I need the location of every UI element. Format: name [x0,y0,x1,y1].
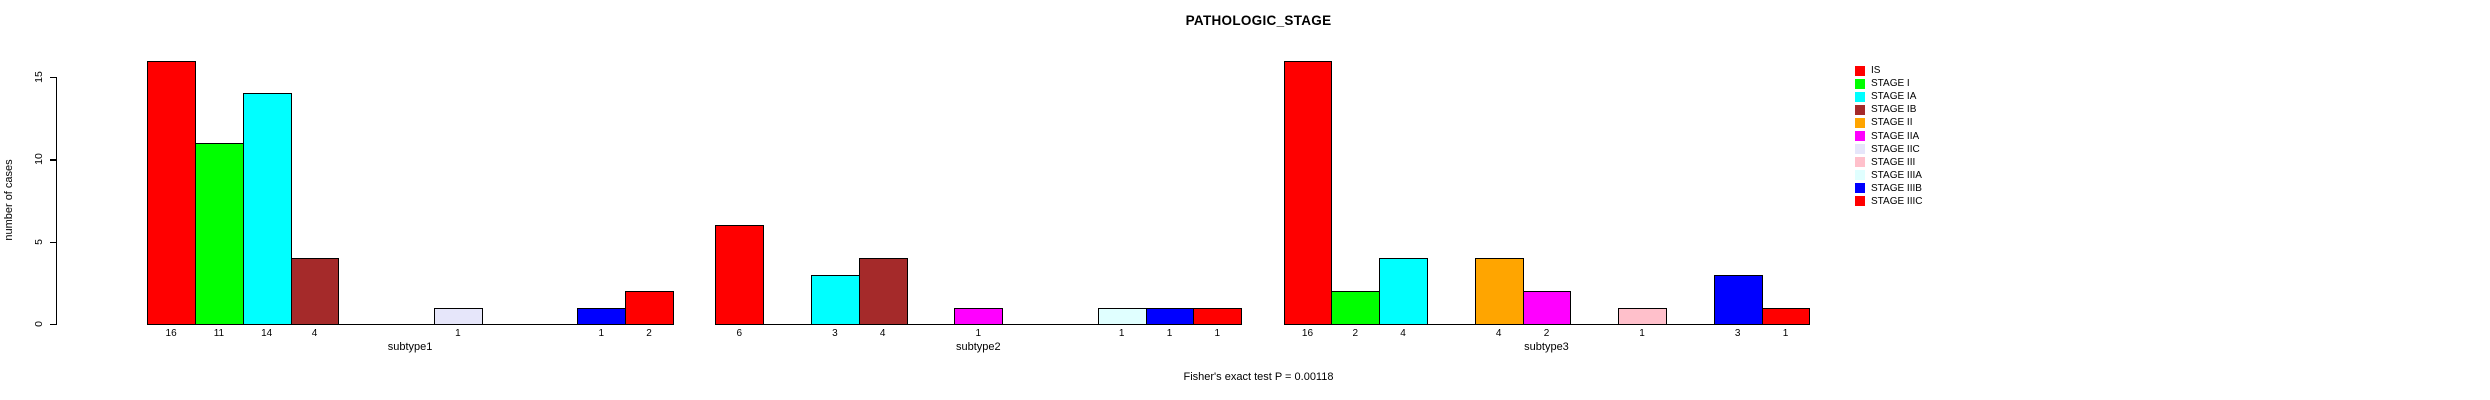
y-axis-line [56,76,58,326]
legend-color-swatch [1855,117,1865,128]
bar-value-label: 4 [879,328,886,339]
legend-color-swatch [1855,144,1865,155]
bar-stage-ia-subtype3 [1379,258,1428,325]
legend-label: STAGE IIIB [1871,182,1922,194]
legend-color-swatch [1855,183,1865,194]
legend-label: STAGE IIA [1871,130,1920,142]
legend-item-stage-ia: STAGE IA [1855,90,1923,103]
bar-stage-iiic-subtype3 [1761,307,1811,325]
bar-value-label: 14 [261,328,273,339]
bar-value-label: 3 [832,328,838,339]
legend-color-swatch [1855,196,1865,207]
y-tick-label: 15 [33,71,45,83]
bar-is-subtype3 [1283,60,1333,325]
legend-color-swatch [1855,91,1865,102]
legend-label: STAGE II [1871,117,1913,129]
bar-value-label: 1 [1118,328,1125,339]
bar-stage-iiib-subtype2 [1145,307,1195,325]
fisher-test-footnote: Fisher's exact test P = 0.00118 [1183,371,1334,383]
bar-stage-iiia-subtype2 [1097,307,1147,325]
bar-value-label: 6 [736,328,743,339]
bar-stage-iia-subtype2 [954,307,1004,325]
legend-color-swatch [1855,131,1865,142]
legend-item-is: IS [1855,64,1923,77]
legend-item-stage-i: STAGE I [1855,77,1923,90]
x-group-label-subtype1: subtype1 [387,341,433,353]
y-axis-title: number of cases [3,159,15,241]
bar-stage-iiib-subtype1 [577,307,627,325]
bar-value-label: 2 [1352,328,1359,339]
legend-color-swatch [1855,65,1865,76]
legend-color-swatch [1855,78,1865,89]
bar-value-label: 16 [1301,328,1314,339]
bar-value-label: 1 [1782,328,1789,339]
legend-label: STAGE I [1871,78,1910,90]
bar-stage-i-subtype1 [195,142,244,325]
bar-stage-iiic-subtype2 [1193,307,1243,325]
bar-value-label: 1 [975,328,982,339]
y-tick-label: 5 [33,238,45,245]
bar-value-label: 1 [1214,328,1221,339]
legend-item-stage-iic: STAGE IIC [1855,143,1923,156]
legend-color-swatch [1855,104,1865,115]
bar-stage-iia-subtype3 [1522,291,1572,325]
legend-item-stage-ib: STAGE IB [1855,103,1923,116]
bar-value-label: 16 [165,328,177,339]
bar-stage-i-subtype3 [1331,291,1381,325]
y-tick [50,241,57,243]
bar-stage-iiic-subtype1 [625,291,674,325]
bar-value-label: 3 [1734,328,1741,339]
bar-value-label: 1 [1166,328,1173,339]
y-tick-label: 10 [33,153,45,166]
bar-value-label: 2 [1543,328,1550,339]
chart-title: PATHOLOGIC_STAGE [1185,13,1332,28]
legend-label: IS [1871,65,1881,77]
x-group-label-subtype3: subtype3 [1524,341,1569,353]
legend-item-stage-iii: STAGE III [1855,156,1923,169]
legend-color-swatch [1855,170,1865,181]
x-axis-baseline [147,323,674,325]
legend-label: STAGE IA [1871,91,1917,103]
legend-item-stage-iiia: STAGE IIIA [1855,169,1923,182]
bar-stage-ib-subtype2 [858,258,908,325]
y-tick [50,76,57,79]
bar-value-label: 11 [213,328,225,339]
y-tick [50,324,57,326]
bar-stage-iic-subtype1 [434,307,483,325]
legend-label: STAGE III [1871,156,1916,168]
legend-item-stage-iiib: STAGE IIIB [1855,182,1923,195]
legend-label: STAGE IB [1871,104,1917,116]
bar-is-subtype2 [715,225,765,325]
legend-item-stage-iiic: STAGE IIIC [1855,195,1923,208]
x-group-label-subtype2: subtype2 [955,341,1001,353]
legend-item-stage-ii: STAGE II [1855,116,1923,129]
legend-label: STAGE IIC [1871,143,1920,155]
bar-value-label: 1 [455,328,461,339]
legend-label: STAGE IIIA [1871,169,1922,181]
bar-value-label: 1 [598,328,605,339]
y-tick [50,159,57,161]
bar-is-subtype1 [147,60,196,325]
bar-stage-ib-subtype1 [290,258,340,325]
legend-item-stage-iia: STAGE IIA [1855,129,1923,142]
bar-stage-ia-subtype1 [242,93,292,325]
bar-value-label: 1 [1639,328,1645,339]
bar-value-label: 2 [646,328,652,339]
bar-stage-iii-subtype3 [1618,307,1667,325]
bar-value-label: 4 [1400,328,1406,339]
bar-value-label: 4 [1495,328,1502,339]
bar-stage-ia-subtype2 [811,274,860,325]
bar-value-label: 4 [311,328,318,339]
legend-color-swatch [1855,157,1865,168]
legend: IS STAGE I STAGE IA STAGE IB STAGE II STAGE I… [1855,64,1923,208]
bar-stage-ii-subtype3 [1474,258,1524,325]
legend-label: STAGE IIIC [1871,195,1923,207]
y-tick-label: 0 [33,321,45,327]
bar-stage-iiib-subtype3 [1713,274,1763,325]
